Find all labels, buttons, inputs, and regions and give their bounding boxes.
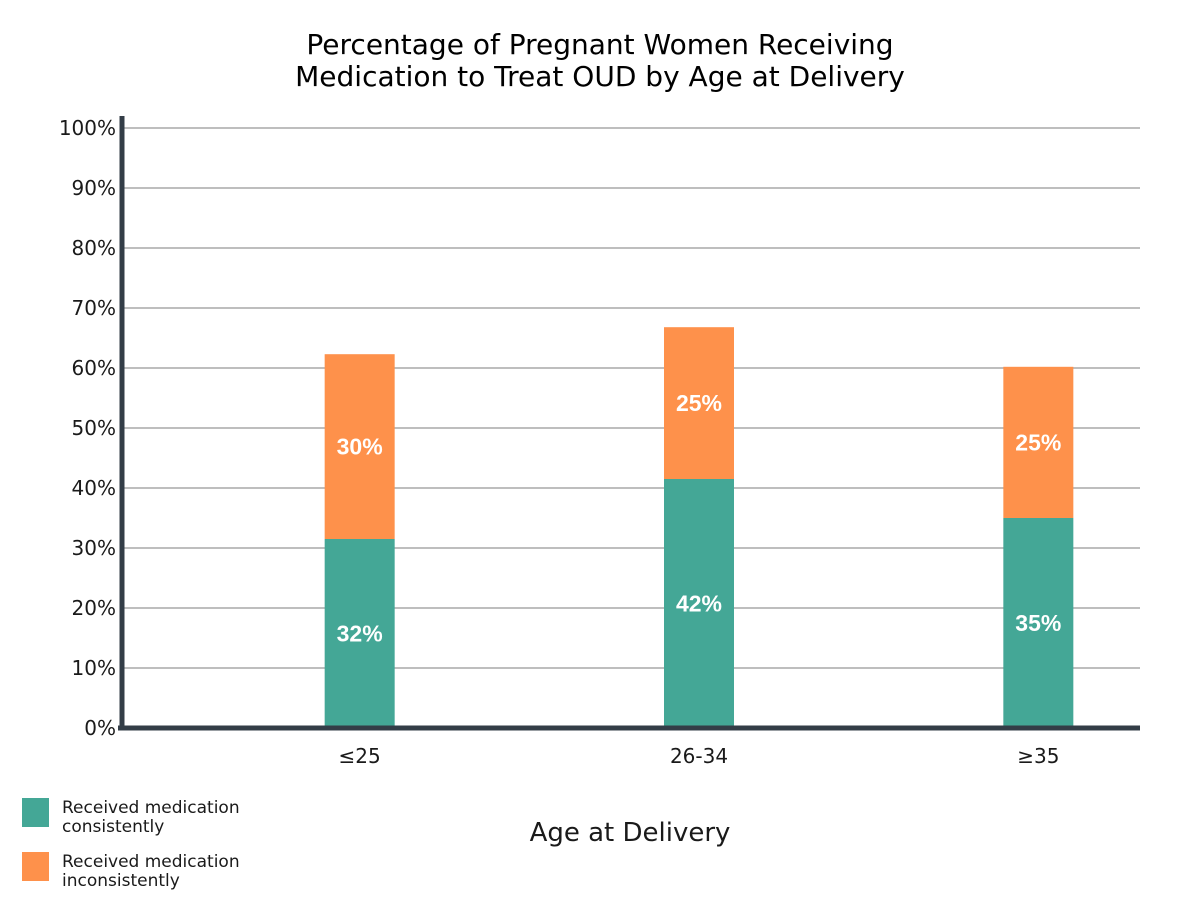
- x-tick-label: ≥35: [1017, 744, 1059, 768]
- bar-data-label: 30%: [337, 434, 383, 460]
- gridlines: [122, 127, 1140, 669]
- x-tick-label: ≤25: [339, 744, 381, 768]
- legend-label: inconsistently: [62, 871, 180, 891]
- y-tick-label: 30%: [72, 536, 116, 560]
- y-tick-label: 10%: [72, 656, 116, 680]
- y-tick-label: 60%: [72, 356, 116, 380]
- labels: 0% 10% 20% 30% 40% 50% 60% 70% 80% 90% 100% 32% 30% ≤…: [59, 116, 1062, 768]
- bar-segment: [324, 539, 395, 728]
- y-tick-label: 80%: [72, 236, 116, 260]
- y-tick-label: 20%: [72, 596, 116, 620]
- bar-data-label: 25%: [676, 390, 722, 416]
- bar-data-label: 42%: [676, 591, 722, 617]
- bar-segment: [324, 354, 395, 539]
- y-tick-label: 0%: [84, 716, 116, 740]
- legend: Received medicationconsistentlyReceived …: [22, 798, 240, 891]
- y-tick-label: 50%: [72, 416, 116, 440]
- bar-segment: [1003, 518, 1074, 728]
- x-axis-title: Age at Delivery: [530, 818, 731, 848]
- legend-swatch: [22, 798, 49, 827]
- y-tick-label: 100%: [59, 116, 116, 140]
- bar-segment: [664, 327, 734, 479]
- legend-label: Received medication: [62, 852, 240, 872]
- legend-label: consistently: [62, 817, 164, 837]
- bar-data-label: 25%: [1015, 429, 1061, 455]
- chart-title-line-1: Percentage of Pregnant Women Receiving: [306, 28, 893, 61]
- bars: [324, 327, 1074, 728]
- bar-segment: [664, 479, 734, 728]
- y-tick-label: 70%: [72, 296, 116, 320]
- chart-title-line-2: Medication to Treat OUD by Age at Delive…: [295, 60, 905, 93]
- y-tick-label: 40%: [72, 476, 116, 500]
- legend-swatch: [22, 852, 49, 881]
- legend-label: Received medication: [62, 798, 240, 818]
- y-tick-label: 90%: [72, 176, 116, 200]
- bar-data-label: 32%: [337, 621, 383, 647]
- axes: [118, 116, 1140, 731]
- bar-segment: [1003, 366, 1074, 518]
- bar-data-label: 35%: [1015, 610, 1061, 636]
- x-tick-label: 26-34: [670, 744, 728, 768]
